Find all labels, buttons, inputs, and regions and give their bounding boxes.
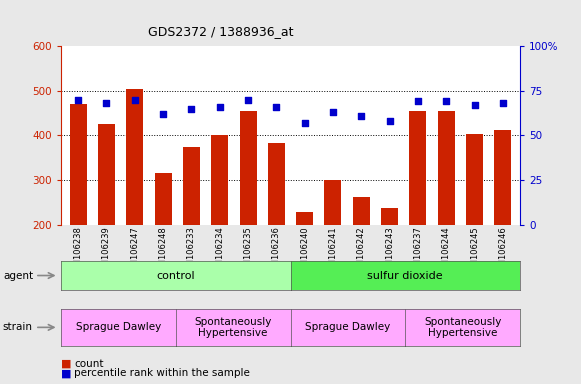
Text: control: control	[156, 270, 195, 281]
Bar	[296, 212, 313, 225]
Bar	[410, 111, 426, 225]
Point	[73, 97, 83, 103]
Bar	[211, 136, 228, 225]
Text: Sprague Dawley: Sprague Dawley	[305, 322, 390, 333]
Bar	[381, 208, 398, 225]
Text: GDS2372 / 1388936_at: GDS2372 / 1388936_at	[148, 25, 293, 38]
Text: agent: agent	[3, 270, 33, 281]
Text: Sprague Dawley: Sprague Dawley	[76, 322, 161, 333]
Text: ■: ■	[61, 368, 71, 378]
Bar	[183, 147, 200, 225]
Bar	[466, 134, 483, 225]
Point	[498, 100, 508, 106]
Point	[328, 109, 338, 115]
Text: Spontaneously
Hypertensive: Spontaneously Hypertensive	[195, 316, 272, 338]
Bar	[438, 111, 455, 225]
Point	[300, 120, 309, 126]
Point	[159, 111, 168, 117]
Bar	[98, 124, 115, 225]
Point	[272, 104, 281, 110]
Bar	[268, 143, 285, 225]
Point	[413, 98, 422, 104]
Bar	[494, 130, 511, 225]
Text: sulfur dioxide: sulfur dioxide	[367, 270, 443, 281]
Point	[470, 102, 479, 108]
Point	[357, 113, 366, 119]
Point	[385, 118, 394, 124]
Bar	[325, 180, 342, 225]
Text: ■: ■	[61, 359, 71, 369]
Text: percentile rank within the sample: percentile rank within the sample	[74, 368, 250, 378]
Text: Spontaneously
Hypertensive: Spontaneously Hypertensive	[424, 316, 501, 338]
Point	[442, 98, 451, 104]
Text: count: count	[74, 359, 104, 369]
Bar	[239, 111, 256, 225]
Point	[130, 97, 139, 103]
Bar	[126, 89, 143, 225]
Point	[187, 106, 196, 112]
Bar	[353, 197, 370, 225]
Bar	[70, 104, 87, 225]
Bar	[155, 173, 171, 225]
Text: strain: strain	[3, 322, 33, 333]
Point	[215, 104, 224, 110]
Point	[102, 100, 111, 106]
Point	[243, 97, 253, 103]
